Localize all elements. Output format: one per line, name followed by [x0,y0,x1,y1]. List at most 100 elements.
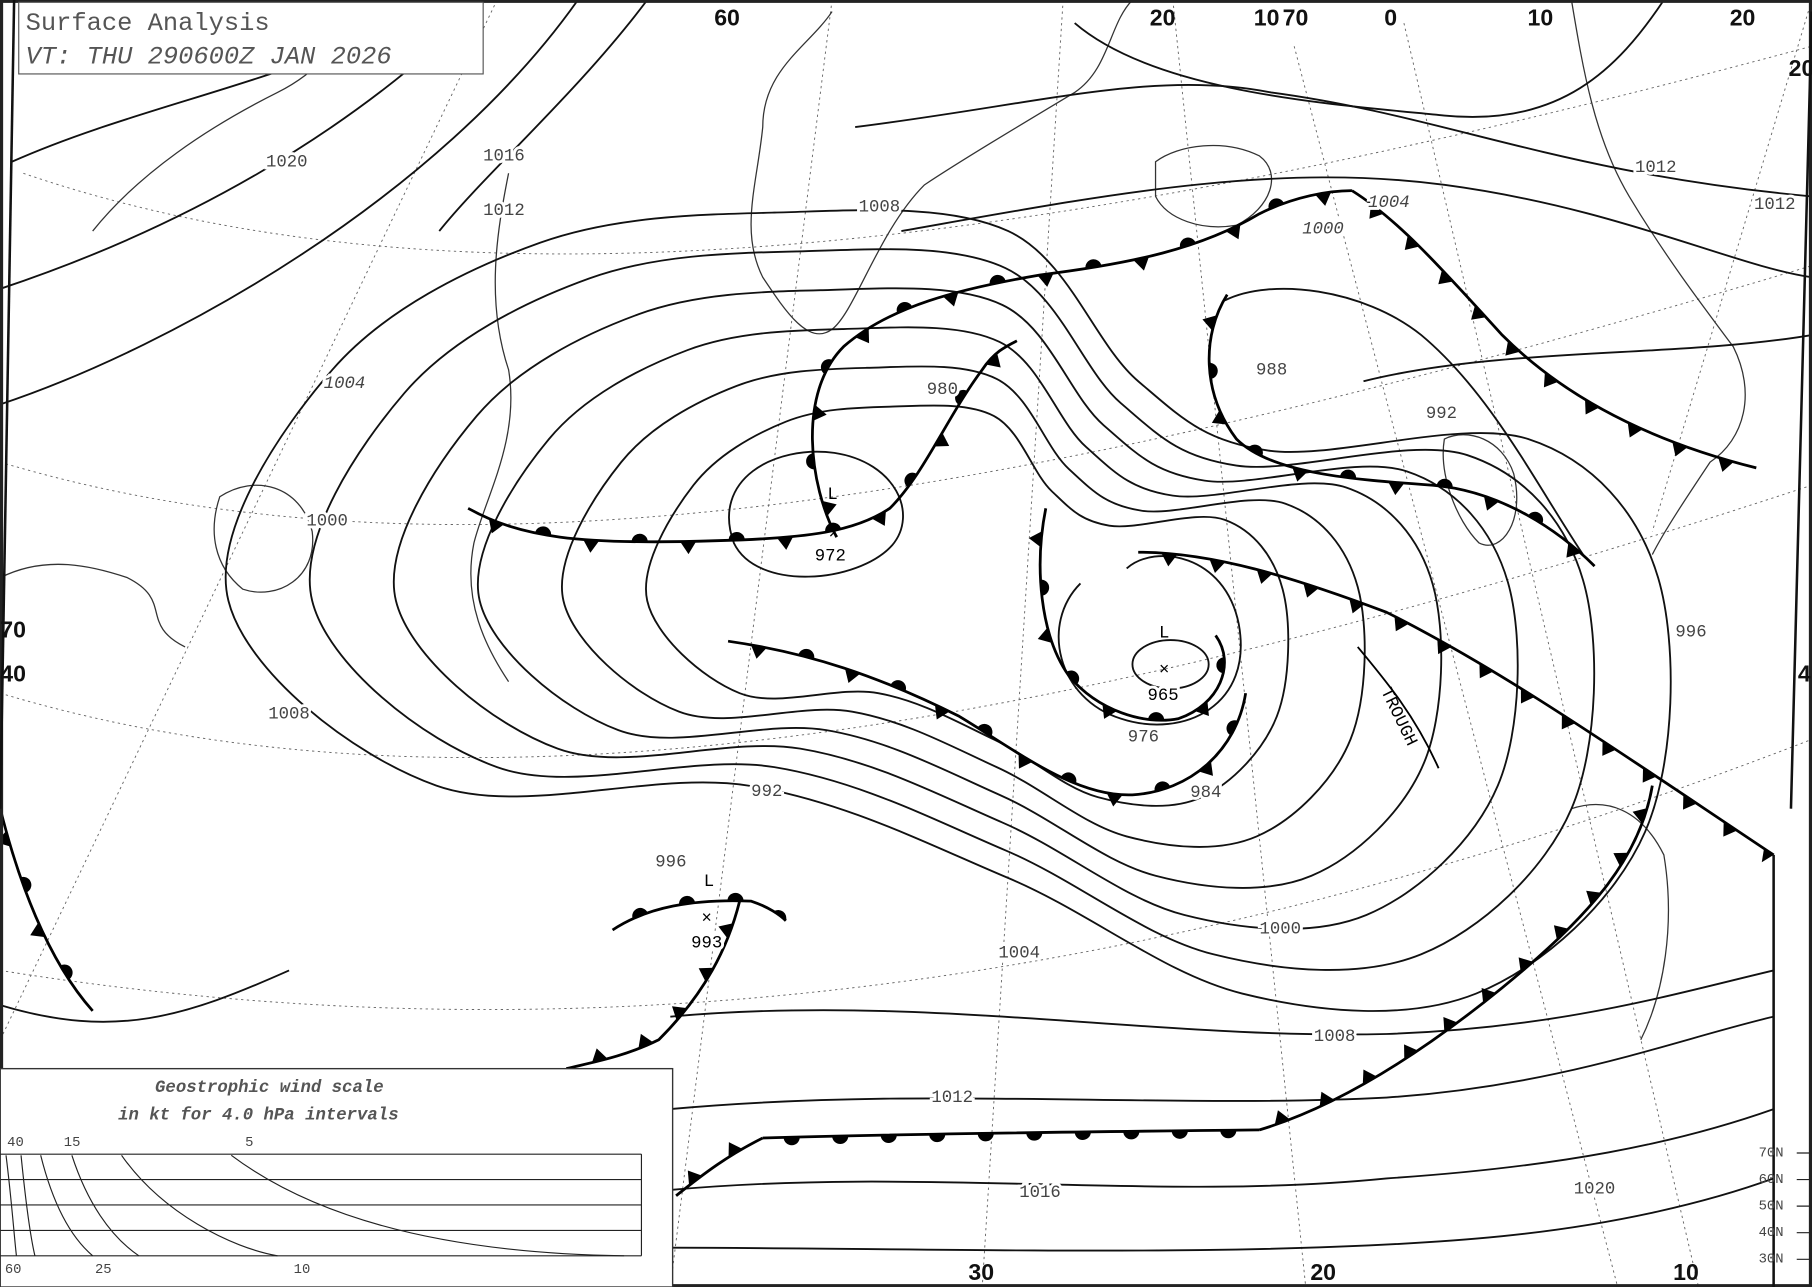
isobar [645,404,1290,807]
warm-front-semicircle [631,533,648,542]
cold-front-southeast [1138,550,1775,857]
iceland-coast [1154,144,1273,228]
cold-front-atlantic [1259,785,1654,1132]
isobar-label: 1012 [931,1089,973,1108]
cold-front-triangle [1106,792,1123,807]
lon-label: 20 [1150,4,1176,30]
isobar-label: 980 [927,381,958,400]
cold-front-triangle [687,1170,702,1186]
wind-scale-title: Geostrophic wind scale [155,1079,384,1098]
low-center-972: L × 972 [812,486,849,569]
cold-front-triangle [1561,714,1576,730]
warm-front-semicircle [832,1135,849,1145]
cold-front-triangle [1028,531,1043,548]
cold-front-993 [566,900,741,1070]
cold-front-triangle [1479,663,1494,679]
warm-front-semicircle [825,522,842,533]
lon-label: 60 [714,4,740,30]
isobar-label: 996 [655,853,686,872]
cold-front-triangle [1438,269,1454,285]
warm-front-semicircle [1066,670,1080,685]
low-center-965: L × 965 [1145,625,1182,709]
latitude-scale: 70N 60N 50N 40N 30N [1759,1145,1812,1268]
cold-front-triangle [583,539,600,553]
cold-front-triangle [1133,256,1150,271]
warm-front-semicircle [896,301,913,314]
cold-front-triangle [1018,753,1033,769]
cold-front-southwest [675,1136,764,1197]
newfoundland-coast [213,484,314,593]
warm-front-semicircle [60,964,73,980]
isobar-988-northeast [1224,287,1584,556]
cold-front-triangle [1202,315,1217,331]
occluded-front-988 [1207,293,1596,568]
cold-front-triangle [1194,701,1209,716]
low-center-993: L × 993 [688,873,725,956]
cold-front-triangle [1303,583,1319,598]
center-cross-icon: × [829,525,839,544]
lat-label: 4 [1798,661,1811,687]
cold-front-norway [1351,189,1757,470]
warm-front-semicircle [904,472,918,488]
cold-front-triangle [942,292,959,307]
cold-front-triangle [680,541,697,555]
isobar-label: 1020 [266,153,308,172]
cold-front-triangle [591,1048,608,1063]
cold-front-triangle [822,500,837,517]
latitude-tick: 70N [1759,1145,1784,1161]
isobar-label: 1000 [1302,220,1344,239]
warm-front-semicircle [880,1134,897,1144]
isobar-label: 988 [1256,361,1287,380]
wind-scale-tick: 40 [7,1135,24,1151]
cold-front-triangle [1718,457,1734,472]
cold-front-triangle [1349,598,1365,614]
cold-front-triangle [1518,957,1534,973]
cold-front-triangle [638,1033,654,1049]
lon-label: 30 [968,1259,994,1285]
valid-time: VT: THU 290600Z JAN 2026 [26,43,392,72]
isobar [477,326,1443,889]
isobar-label: 976 [1128,729,1159,748]
warm-front-semicircle [1179,237,1196,249]
isobar [224,209,1672,1012]
warm-front-semicircle [1040,579,1050,596]
cold-front-triangle [1437,639,1452,655]
isobar [308,248,1596,971]
warm-front-semicircle [1216,657,1225,674]
lon-label: 20 [1310,1259,1336,1285]
cold-front-triangle [813,404,827,421]
warm-front-semicircle [679,895,696,905]
cold-front-triangle [855,328,870,344]
warm-front-semicircle [1226,720,1238,736]
warm-front-semicircle [1171,1130,1188,1139]
cold-front-triangle [1225,224,1241,240]
warm-front-semicircle [1060,772,1077,784]
trough-line [1357,646,1440,769]
cold-front-triangle [1543,372,1558,388]
warm-front-semicircle [820,359,833,375]
warm-front-semicircle [20,876,32,893]
latitude-tick: 60N [1759,1172,1784,1188]
cold-front-triangle [1566,542,1581,558]
warm-front-semicircle [1148,712,1165,721]
cold-front-triangle [1256,569,1273,584]
cold-front-triangle [1394,616,1409,632]
occluded-front-north [811,189,1352,538]
cold-front-triangle [1471,305,1486,320]
cold-front-triangle [1483,495,1500,511]
warm-front-semicircle [1123,1131,1140,1140]
cold-front-triangle [1362,1069,1377,1085]
cold-front-triangle [1404,235,1420,251]
cold-front-triangle [1632,808,1648,824]
cold-front-triangle [844,668,861,683]
lon-label: 10 [1673,1259,1699,1285]
warm-front-semicircle [977,1133,994,1142]
isobar-label: 1004 [1368,194,1410,213]
cold-front-triangle [1037,273,1054,287]
isobar-labels: 1020 1016 1012 1008 1004 1000 1008 992 9… [263,145,1798,1206]
cold-front-triangle [934,432,950,447]
wind-scale-tick: 15 [64,1135,81,1151]
cold-front-triangle [698,967,714,982]
cold-front-triangle [1292,467,1309,482]
isobar-label: 992 [751,783,782,802]
